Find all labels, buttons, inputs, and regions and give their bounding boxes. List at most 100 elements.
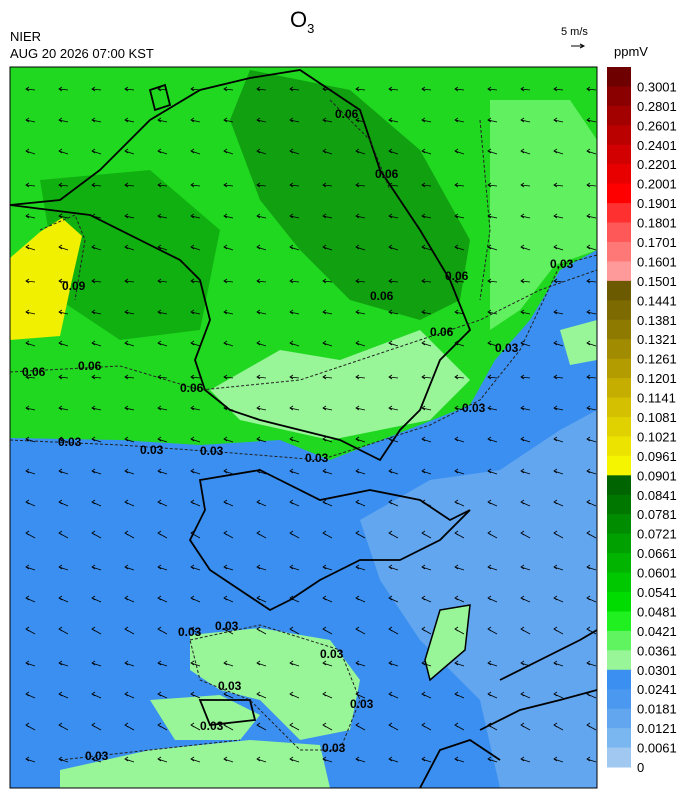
- wind-arrow: [355, 499, 366, 507]
- colorbar-segment: [607, 533, 631, 554]
- colorbar-label: 0.2401: [637, 138, 677, 153]
- colorbar-label: 0.1381: [637, 313, 677, 328]
- wind-arrow: [256, 117, 267, 123]
- wind-arrow: [355, 660, 366, 667]
- wind-arrow: [322, 148, 333, 155]
- wind-arrow: [190, 595, 201, 603]
- wind-arrow: [223, 213, 234, 219]
- wind-arrow: [91, 340, 102, 347]
- wind-vectors: [25, 86, 597, 763]
- colorbar-segment: [607, 86, 631, 107]
- wind-arrow: [91, 182, 102, 188]
- wind-arrow: [289, 374, 300, 380]
- wind-arrow: [124, 660, 135, 667]
- colorbar-segment: [607, 728, 631, 749]
- colorbar-label: 0.2201: [637, 157, 677, 172]
- wind-arrow: [520, 626, 531, 635]
- wind-arrow: [289, 660, 300, 667]
- wind-arrow: [58, 436, 69, 443]
- wind-arrow: [586, 117, 597, 123]
- wind-arrow: [454, 148, 465, 155]
- wind-arrow: [25, 86, 36, 92]
- wind-arrow: [421, 405, 432, 411]
- wind-arrow: [553, 244, 564, 251]
- light-green-east: [490, 100, 597, 330]
- colorbar-label: 0.0541: [637, 585, 677, 600]
- contour-label: 0.06: [375, 167, 399, 181]
- wind-arrow: [289, 309, 300, 315]
- wind-arrow: [289, 499, 300, 507]
- wind-arrow: [388, 148, 399, 155]
- colorbar-label: 0.0061: [637, 741, 677, 756]
- wind-arrow: [388, 374, 399, 380]
- wind-arrow: [355, 309, 366, 315]
- wind-arrow: [586, 691, 597, 699]
- wind-arrow: [289, 722, 300, 731]
- pale-green-south: [210, 330, 470, 440]
- wind-arrow: [388, 722, 399, 731]
- colorbar-label: 0.0661: [637, 546, 677, 561]
- contour-label: 0.06: [78, 359, 102, 373]
- wind-arrow: [586, 660, 597, 667]
- colorbar-label: 0.1261: [637, 352, 677, 367]
- colorbar-label: 0.2801: [637, 99, 677, 114]
- contour-label: 0.03: [200, 719, 224, 733]
- colorbar-segment: [607, 611, 631, 632]
- wind-arrow: [553, 117, 564, 123]
- wind-arrow: [256, 499, 267, 507]
- colorbar-segment: [607, 494, 631, 515]
- wind-arrow: [553, 564, 564, 571]
- wind-arrow: [289, 340, 300, 347]
- wind-arrow: [157, 278, 168, 284]
- wind-arrow: [388, 213, 399, 219]
- wind-arrow: [223, 148, 234, 155]
- wind-arrow: [223, 244, 234, 251]
- wind-arrow: [454, 86, 465, 92]
- wind-arrow: [25, 340, 36, 347]
- wind-arrow: [586, 595, 597, 603]
- wind-arrow: [322, 405, 333, 411]
- wind-arrow: [124, 564, 135, 571]
- wind-arrow: [25, 436, 36, 443]
- colorbar-segment: [607, 436, 631, 457]
- colorbar-unit: ppmV: [614, 44, 648, 59]
- wind-arrow: [256, 595, 267, 603]
- wind-arrow: [355, 436, 366, 443]
- wind-arrow: [157, 564, 168, 571]
- colorbar-segment: [607, 280, 631, 301]
- wind-arrow: [256, 756, 267, 763]
- colorbar-label: 0.2601: [637, 118, 677, 133]
- contour-label: 0.09: [62, 279, 86, 293]
- wind-arrow: [454, 722, 465, 731]
- wind-scale-head: [579, 43, 586, 49]
- pale-green-bottom: [60, 740, 330, 788]
- wind-arrow: [256, 530, 267, 539]
- contour-label: 0.06: [180, 381, 204, 395]
- wind-arrow: [58, 182, 69, 188]
- wind-arrow: [322, 309, 333, 315]
- contour-label: 0.03: [140, 443, 164, 457]
- colorbar-segment: [607, 708, 631, 729]
- wind-arrow: [355, 756, 366, 763]
- wind-arrow: [520, 213, 531, 219]
- wind-arrow: [553, 278, 564, 284]
- wind-arrow: [322, 468, 333, 475]
- wind-arrow: [520, 499, 531, 507]
- colorbar-label: 0.1441: [637, 293, 677, 308]
- wind-arrow: [520, 374, 531, 380]
- wind-arrow: [223, 117, 234, 123]
- wind-arrow: [190, 309, 201, 315]
- wind-arrow: [355, 182, 366, 188]
- wind-arrow: [454, 374, 465, 380]
- wind-arrow: [487, 691, 498, 699]
- wind-arrow: [520, 530, 531, 539]
- wind-arrow: [124, 244, 135, 251]
- wind-arrow: [355, 374, 366, 380]
- wind-arrow: [91, 722, 102, 731]
- map-frame: [9, 66, 598, 789]
- wind-arrow: [520, 182, 531, 188]
- wind-arrow: [520, 86, 531, 92]
- wind-arrow: [190, 499, 201, 507]
- wind-arrow: [91, 499, 102, 507]
